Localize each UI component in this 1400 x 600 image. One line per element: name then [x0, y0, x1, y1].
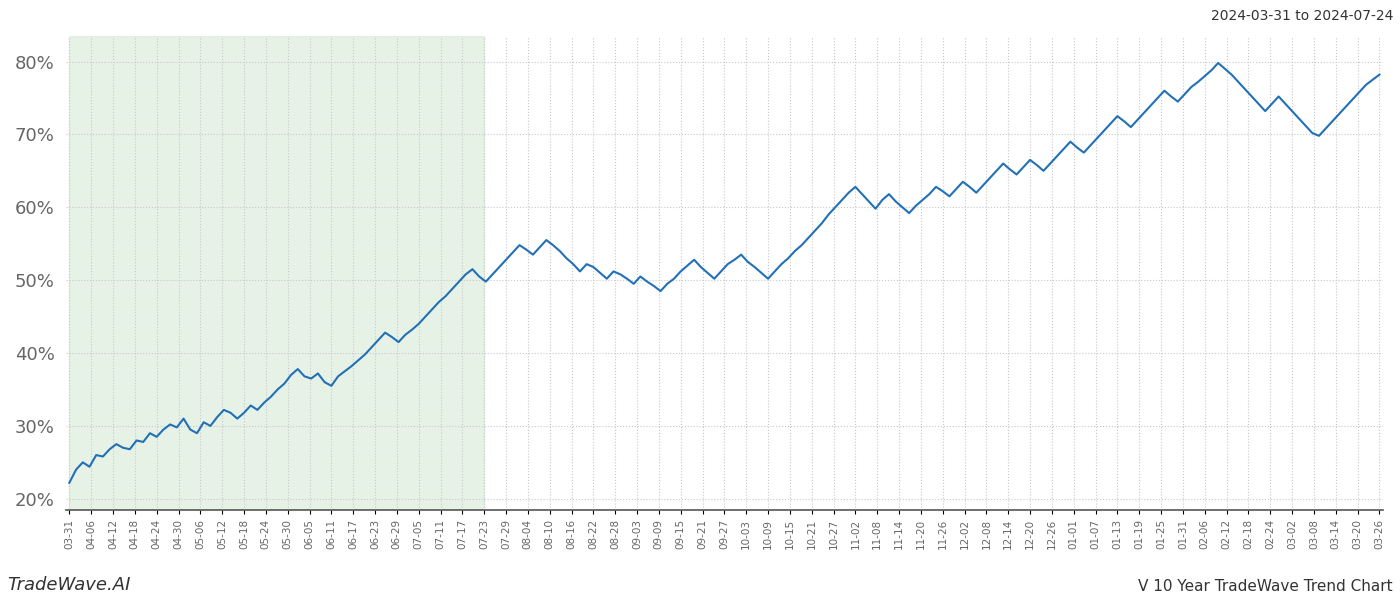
Bar	[70, 36, 484, 510]
Text: 2024-03-31 to 2024-07-24: 2024-03-31 to 2024-07-24	[1211, 9, 1393, 23]
Text: V 10 Year TradeWave Trend Chart: V 10 Year TradeWave Trend Chart	[1138, 579, 1393, 594]
Text: TradeWave.AI: TradeWave.AI	[7, 576, 130, 594]
